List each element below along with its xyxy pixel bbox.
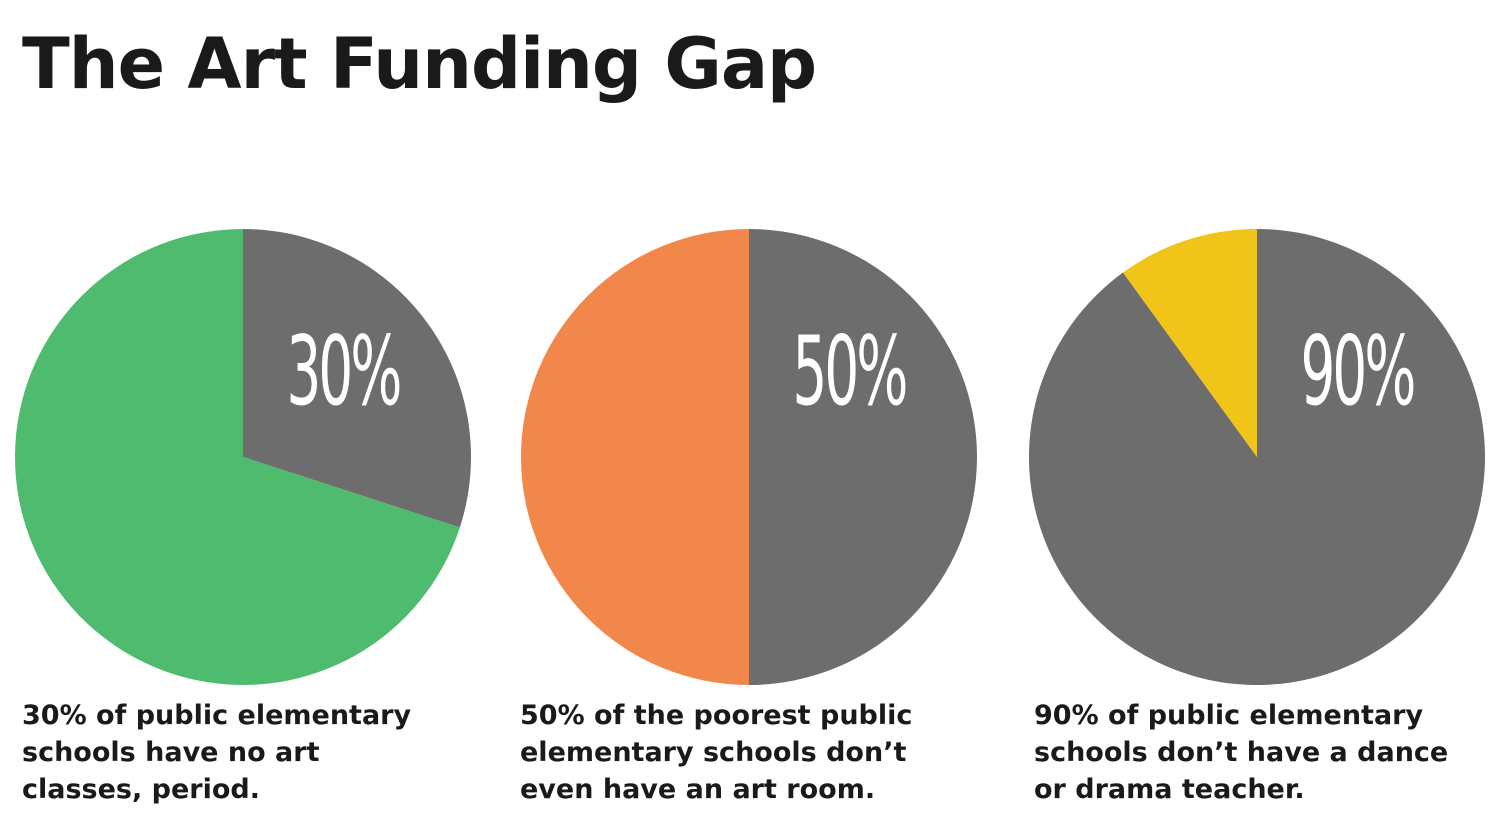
caption-1: 30% of public elementary schools have no…	[22, 700, 412, 805]
pie-chart-1: 30%	[8, 222, 478, 692]
pie-3-slice-2	[1122, 229, 1257, 457]
pie-2-slice-1	[749, 229, 977, 685]
pie-chart-2: 50%	[514, 222, 984, 692]
pie-chart-3-svg: 90%	[1028, 229, 1485, 685]
pie-3-slice-1	[1028, 229, 1485, 685]
page-title: The Art Funding Gap	[22, 23, 817, 105]
pie-chart-1-svg: 30%	[15, 229, 472, 685]
pie-2-slice-2	[521, 229, 749, 685]
pie-chart-3: 90%	[1022, 222, 1492, 692]
pie-1-percent-label: 30%	[287, 317, 400, 427]
pie-2-percent-label: 50%	[793, 317, 906, 427]
pie-1-slice-2	[15, 229, 460, 685]
pie-3-percent-label: 90%	[1301, 317, 1414, 427]
pie-1-slice-1	[243, 229, 472, 528]
pie-chart-2-svg: 50%	[521, 229, 977, 685]
caption-2: 50% of the poorest public elementary sch…	[520, 700, 913, 805]
caption-3: 90% of public elementary schools don’t h…	[1034, 700, 1449, 805]
